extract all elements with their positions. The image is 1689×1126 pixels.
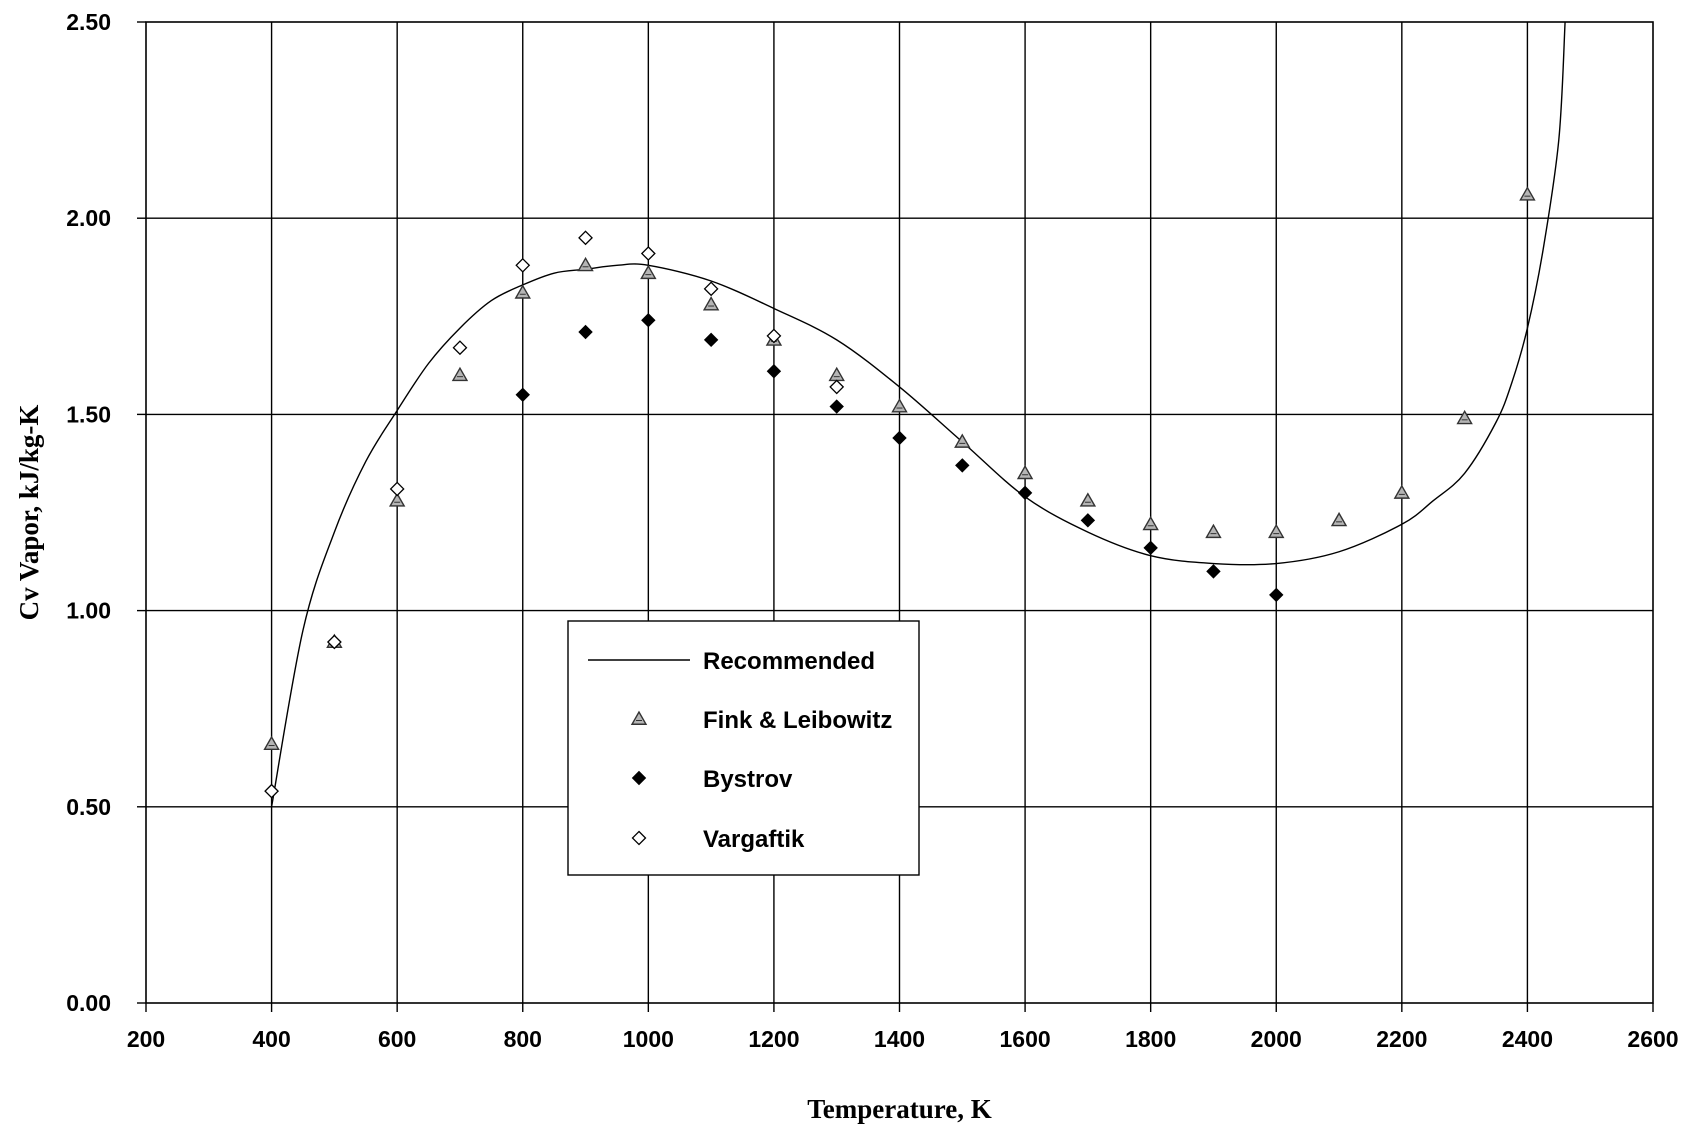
y-tick-label: 2.50 bbox=[66, 9, 111, 35]
x-tick-label: 1800 bbox=[1125, 1026, 1176, 1052]
x-tick-label: 2200 bbox=[1376, 1026, 1427, 1052]
legend-label: Vargaftik bbox=[703, 826, 805, 853]
y-axis-title: Cv Vapor, kJ/kg-K bbox=[14, 405, 44, 621]
y-tick-label: 0.00 bbox=[66, 990, 111, 1016]
x-tick-label: 2400 bbox=[1502, 1026, 1553, 1052]
y-tick-label: 0.50 bbox=[66, 794, 111, 820]
x-tick-label: 2000 bbox=[1251, 1026, 1302, 1052]
x-axis-title: Temperature, K bbox=[807, 1094, 991, 1124]
x-tick-label: 800 bbox=[504, 1026, 542, 1052]
y-tick-label: 1.50 bbox=[66, 401, 111, 427]
x-tick-label: 1600 bbox=[999, 1026, 1050, 1052]
y-tick-label: 2.00 bbox=[66, 205, 111, 231]
legend-label: Fink & Leibowitz bbox=[703, 707, 892, 734]
x-tick-label: 2600 bbox=[1627, 1026, 1678, 1052]
y-tick-label: 1.00 bbox=[66, 598, 111, 624]
x-tick-label: 1000 bbox=[623, 1026, 674, 1052]
legend-label: Bystrov bbox=[703, 766, 793, 793]
x-tick-label: 1400 bbox=[874, 1026, 925, 1052]
x-tick-label: 1200 bbox=[748, 1026, 799, 1052]
x-tick-label: 400 bbox=[252, 1026, 290, 1052]
x-tick-label: 200 bbox=[127, 1026, 165, 1052]
legend-label: Recommended bbox=[703, 648, 875, 675]
x-tick-label: 600 bbox=[378, 1026, 416, 1052]
legend: Recommended Fink & Leibowitz Bystrov Vargaf… bbox=[568, 621, 919, 875]
